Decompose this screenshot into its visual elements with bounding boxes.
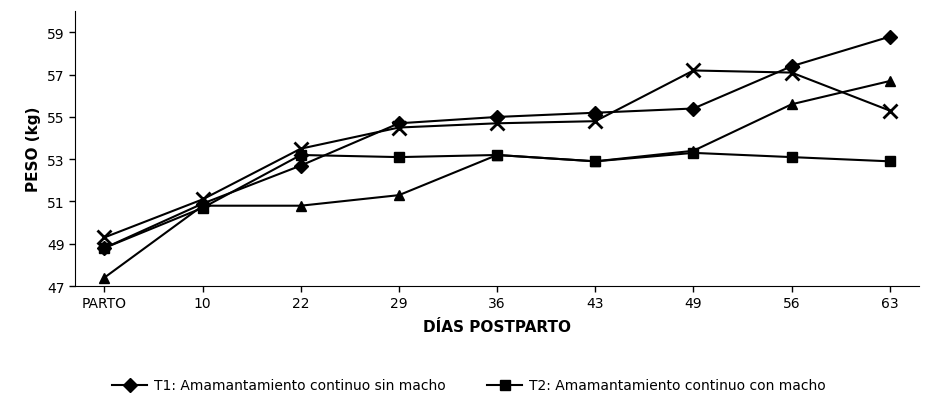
Legend: T1: Amamantamiento continuo sin macho, T2: Amamantamiento continuo con macho: T1: Amamantamiento continuo sin macho, T…: [107, 373, 831, 398]
X-axis label: DÍAS POSTPARTO: DÍAS POSTPARTO: [423, 319, 571, 334]
Y-axis label: PESO (kg): PESO (kg): [26, 107, 41, 192]
